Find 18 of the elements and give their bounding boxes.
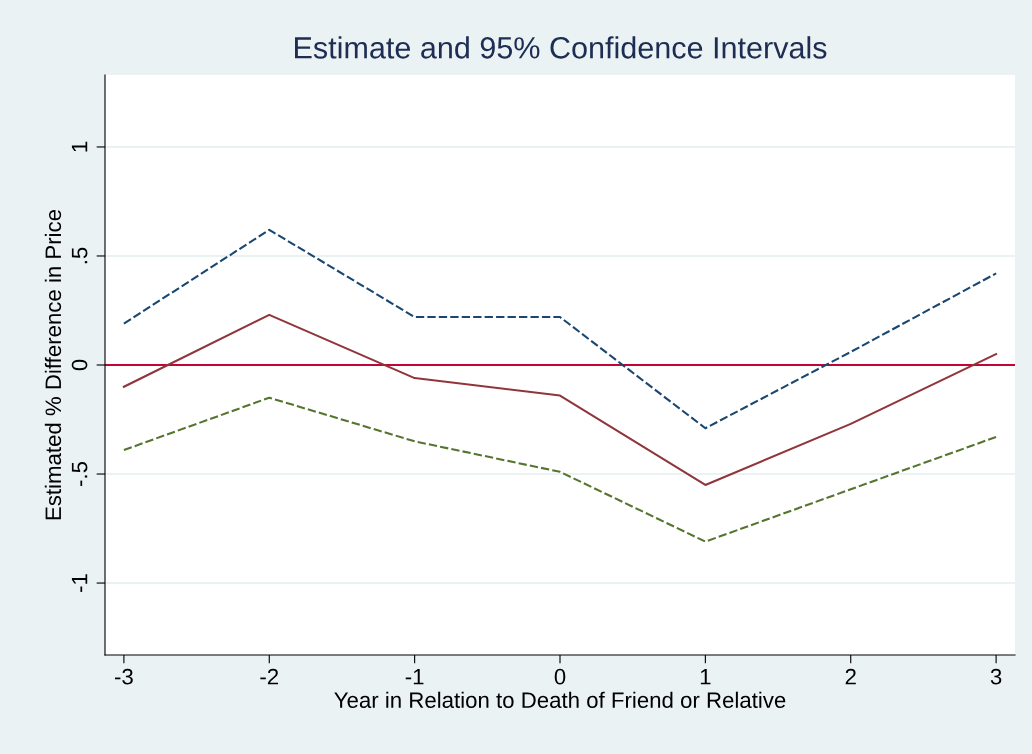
y-tick-label: .5: [71, 247, 88, 264]
y-tick-label: -1: [71, 574, 88, 592]
y-tick-label: 0: [71, 359, 88, 371]
x-tick-label: -2: [260, 668, 279, 685]
x-tick-label: 3: [990, 668, 1002, 685]
x-tick-label: 0: [554, 668, 566, 685]
y-axis-title: Estimated % Difference in Price: [44, 209, 62, 520]
x-tick-label: -1: [405, 669, 424, 685]
x-tick-label: -3: [115, 668, 133, 685]
y-tick-label: 1: [71, 141, 88, 152]
x-tick-label: 1: [700, 669, 711, 685]
chart-title: Estimate and 95% Confidence Intervals: [295, 36, 827, 59]
x-tick-label: 2: [845, 668, 856, 685]
line-series: [122, 313, 998, 486]
y-tick-label: -.5: [71, 461, 88, 486]
line-series: [122, 228, 998, 430]
x-axis-title: Year in Relation to Death of Friend or Relative: [334, 691, 786, 709]
line-series: [122, 396, 998, 543]
